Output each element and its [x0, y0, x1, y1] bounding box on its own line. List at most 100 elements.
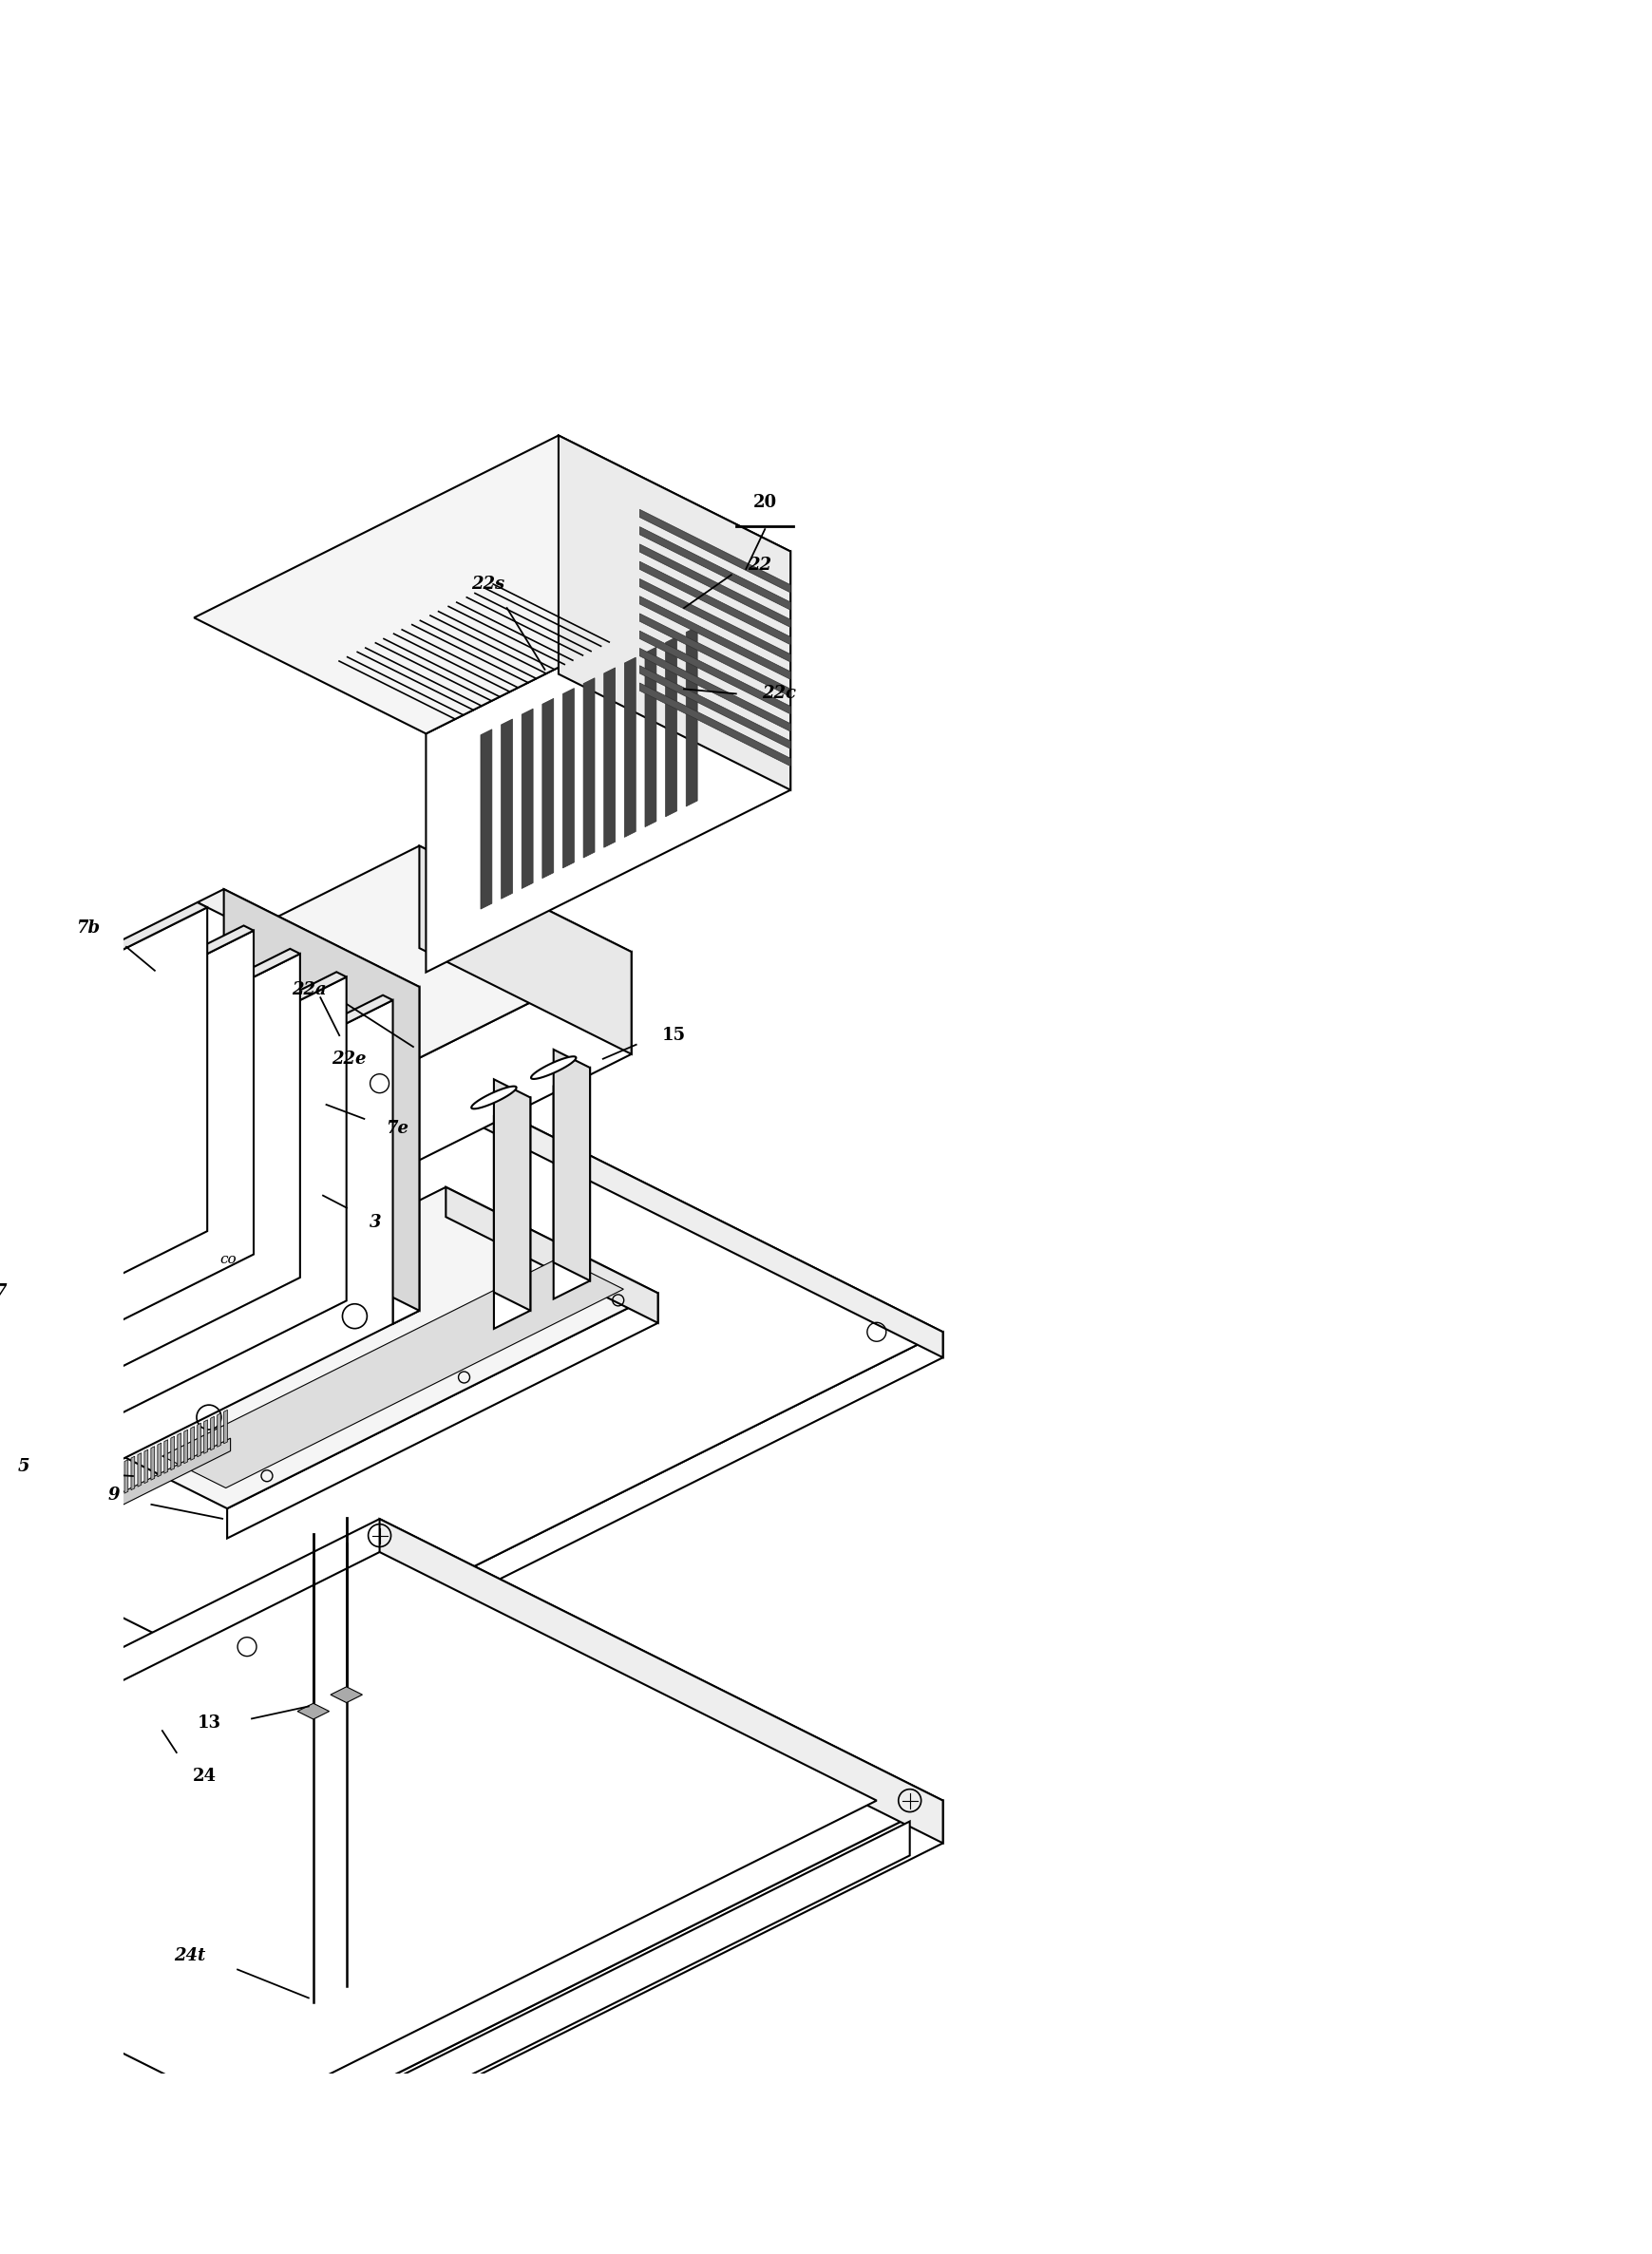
- Polygon shape: [203, 1420, 208, 1454]
- Polygon shape: [639, 543, 791, 627]
- Polygon shape: [380, 1519, 943, 1844]
- Polygon shape: [210, 1416, 215, 1449]
- Polygon shape: [197, 888, 420, 1001]
- Polygon shape: [639, 631, 791, 715]
- Polygon shape: [150, 1447, 155, 1481]
- Polygon shape: [420, 845, 631, 1055]
- Polygon shape: [281, 1821, 910, 2171]
- Polygon shape: [0, 931, 254, 1404]
- Polygon shape: [2, 953, 301, 1427]
- Polygon shape: [639, 527, 791, 611]
- Polygon shape: [481, 730, 492, 908]
- Polygon shape: [639, 509, 791, 593]
- Polygon shape: [137, 1454, 142, 1488]
- Polygon shape: [0, 1050, 943, 1679]
- Polygon shape: [639, 665, 791, 748]
- Polygon shape: [494, 1098, 530, 1330]
- Polygon shape: [605, 667, 615, 848]
- Polygon shape: [48, 976, 347, 1449]
- Polygon shape: [522, 708, 534, 888]
- Polygon shape: [111, 1465, 116, 1499]
- Polygon shape: [583, 678, 595, 859]
- Polygon shape: [97, 1438, 231, 1517]
- Polygon shape: [0, 949, 301, 1102]
- Polygon shape: [131, 1456, 135, 1490]
- Polygon shape: [624, 658, 636, 836]
- Polygon shape: [144, 1449, 149, 1483]
- Text: 22e: 22e: [332, 1050, 367, 1068]
- Polygon shape: [124, 1461, 129, 1494]
- Polygon shape: [157, 1443, 162, 1476]
- Polygon shape: [494, 1080, 530, 1310]
- Text: 13: 13: [197, 1715, 221, 1731]
- Polygon shape: [639, 683, 791, 766]
- Polygon shape: [228, 1294, 657, 1537]
- Polygon shape: [0, 1519, 943, 2148]
- Polygon shape: [446, 1188, 657, 1323]
- Text: 3: 3: [368, 1213, 382, 1231]
- Polygon shape: [15, 1188, 657, 1508]
- Polygon shape: [686, 627, 697, 807]
- Polygon shape: [639, 613, 791, 696]
- Text: co: co: [220, 1253, 236, 1267]
- Polygon shape: [563, 687, 575, 868]
- Polygon shape: [297, 1704, 329, 1720]
- Polygon shape: [117, 1463, 122, 1497]
- Polygon shape: [501, 719, 512, 899]
- Polygon shape: [334, 951, 631, 1204]
- Polygon shape: [639, 649, 791, 733]
- Text: 15: 15: [662, 1026, 686, 1044]
- Text: 7: 7: [0, 1283, 7, 1301]
- Polygon shape: [193, 435, 791, 733]
- Polygon shape: [94, 1001, 393, 1474]
- Polygon shape: [0, 908, 206, 1379]
- Text: 7b: 7b: [76, 920, 101, 935]
- Polygon shape: [248, 1332, 943, 1706]
- Text: 24: 24: [193, 1767, 216, 1785]
- Polygon shape: [639, 579, 791, 663]
- Polygon shape: [177, 1434, 182, 1467]
- Polygon shape: [84, 996, 393, 1150]
- Polygon shape: [183, 1429, 188, 1463]
- Text: 5: 5: [18, 1458, 30, 1474]
- Polygon shape: [553, 1050, 590, 1280]
- Polygon shape: [426, 552, 791, 971]
- Polygon shape: [0, 1553, 877, 2114]
- Polygon shape: [639, 561, 791, 645]
- Polygon shape: [104, 1470, 107, 1503]
- Text: 9: 9: [107, 1485, 119, 1503]
- Polygon shape: [170, 1436, 175, 1470]
- Polygon shape: [530, 1057, 577, 1080]
- Polygon shape: [542, 699, 553, 879]
- Polygon shape: [197, 1213, 420, 1323]
- Polygon shape: [380, 1050, 943, 1357]
- Polygon shape: [164, 1440, 169, 1474]
- Polygon shape: [330, 1686, 362, 1702]
- Polygon shape: [393, 987, 420, 1323]
- Polygon shape: [197, 1422, 202, 1456]
- Polygon shape: [0, 926, 254, 1080]
- Polygon shape: [0, 902, 206, 1057]
- Polygon shape: [121, 845, 631, 1100]
- Text: 20: 20: [753, 494, 776, 512]
- Text: 24t: 24t: [175, 1947, 206, 1963]
- Text: 7e: 7e: [387, 1120, 408, 1136]
- Text: 22a: 22a: [292, 980, 327, 999]
- Polygon shape: [644, 647, 656, 827]
- Polygon shape: [223, 1411, 228, 1443]
- Text: 22s: 22s: [471, 575, 504, 593]
- Polygon shape: [190, 1427, 195, 1461]
- Polygon shape: [216, 1413, 221, 1447]
- Text: 22c: 22c: [762, 685, 796, 703]
- Polygon shape: [553, 1068, 590, 1298]
- Polygon shape: [162, 1258, 623, 1488]
- Polygon shape: [558, 435, 791, 789]
- Text: 22: 22: [748, 557, 771, 575]
- Polygon shape: [223, 888, 420, 1310]
- Polygon shape: [248, 1801, 943, 2191]
- Polygon shape: [666, 638, 677, 816]
- Polygon shape: [639, 597, 791, 678]
- Polygon shape: [97, 1472, 101, 1506]
- Polygon shape: [38, 971, 347, 1127]
- Polygon shape: [471, 1086, 517, 1109]
